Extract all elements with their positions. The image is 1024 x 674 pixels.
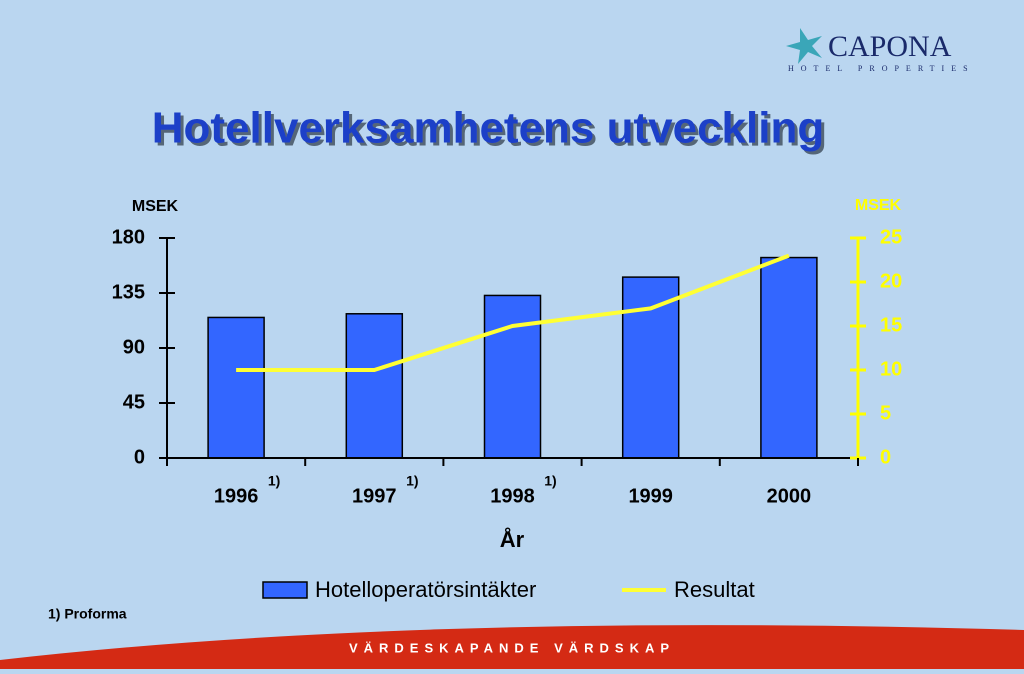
line (236, 253, 790, 372)
plot: 0 45 90 135 180 0 5 10 15 20 25 1996 1) 1997 1) 1998 1) 1… (112, 226, 903, 602)
x-tick-label: 1999 (628, 485, 673, 507)
x-tick-note: 1) (544, 473, 556, 489)
y-tick-label: 45 (123, 391, 145, 413)
bar (207, 316, 265, 459)
x-tick-note: 1) (406, 473, 418, 489)
x-tick-label: 1997 (352, 485, 397, 507)
legend-label: Hotelloperatörsintäkter (315, 577, 536, 602)
banner-shape (0, 625, 1024, 669)
x-axis-label: År (500, 526, 525, 552)
y-tick-label: 180 (112, 226, 145, 248)
y2-tick-label: 10 (880, 358, 902, 380)
y2-tick-label: 15 (880, 314, 902, 336)
logo-star (786, 28, 822, 64)
y2-tick-label: 20 (880, 270, 902, 292)
y-tick-label: 135 (112, 281, 145, 303)
logo: CAPONA HOTEL PROPERTIES (786, 28, 975, 73)
x-tick-note: 1) (268, 473, 280, 489)
y2-tick-label: 0 (880, 446, 891, 468)
bar (621, 276, 680, 459)
y-tick-label: 90 (123, 336, 145, 358)
legend-label: Resultat (674, 577, 755, 602)
chart-title: Hotellverksamhetens utveckling (152, 104, 824, 153)
footnote: 1) Proforma (48, 606, 127, 622)
banner-text: VÄRDESKAPANDE VÄRDSKAP (349, 640, 675, 655)
logo-tagline: HOTEL PROPERTIES (788, 64, 975, 73)
y2-tick-label: 25 (880, 226, 902, 248)
y-tick-label: 0 (134, 446, 145, 468)
y2-axis-label: MSEK (855, 197, 902, 214)
x-tick-label: 1998 (490, 485, 535, 507)
bar (760, 256, 818, 459)
y-axis-label: MSEK (132, 198, 179, 215)
logo-name: CAPONA (828, 30, 952, 63)
bar (345, 313, 404, 459)
x-tick-label: 1996 (214, 485, 259, 507)
bar (483, 294, 542, 459)
legend-swatch (262, 581, 308, 599)
x-tick-label: 2000 (767, 485, 812, 507)
y2-tick-label: 5 (880, 402, 891, 424)
